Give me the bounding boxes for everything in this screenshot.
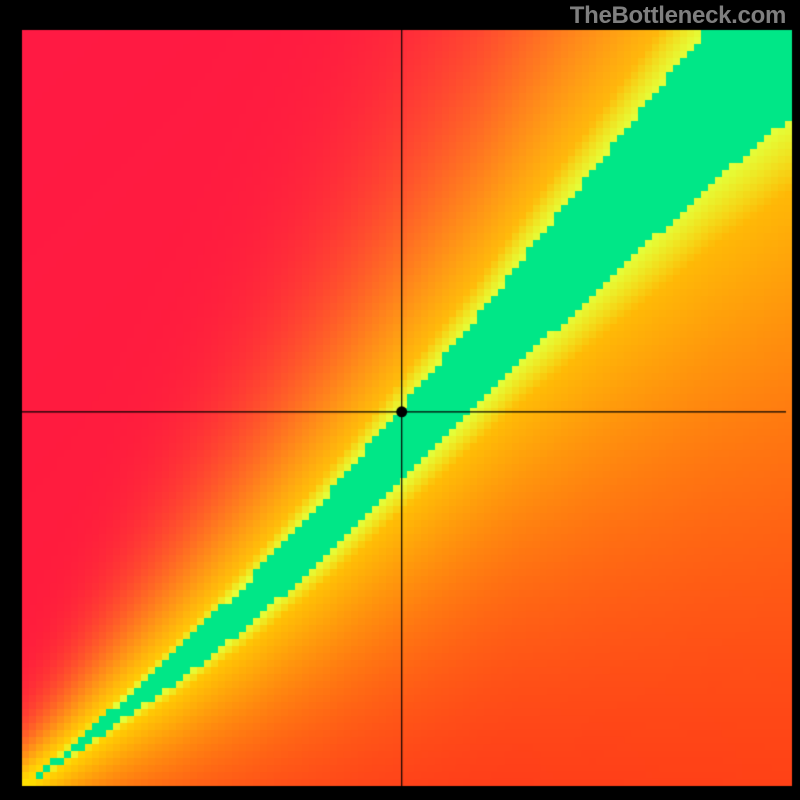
bottleneck-heatmap	[0, 0, 800, 800]
watermark-label: TheBottleneck.com	[570, 2, 786, 30]
chart-container: TheBottleneck.com	[0, 0, 800, 800]
